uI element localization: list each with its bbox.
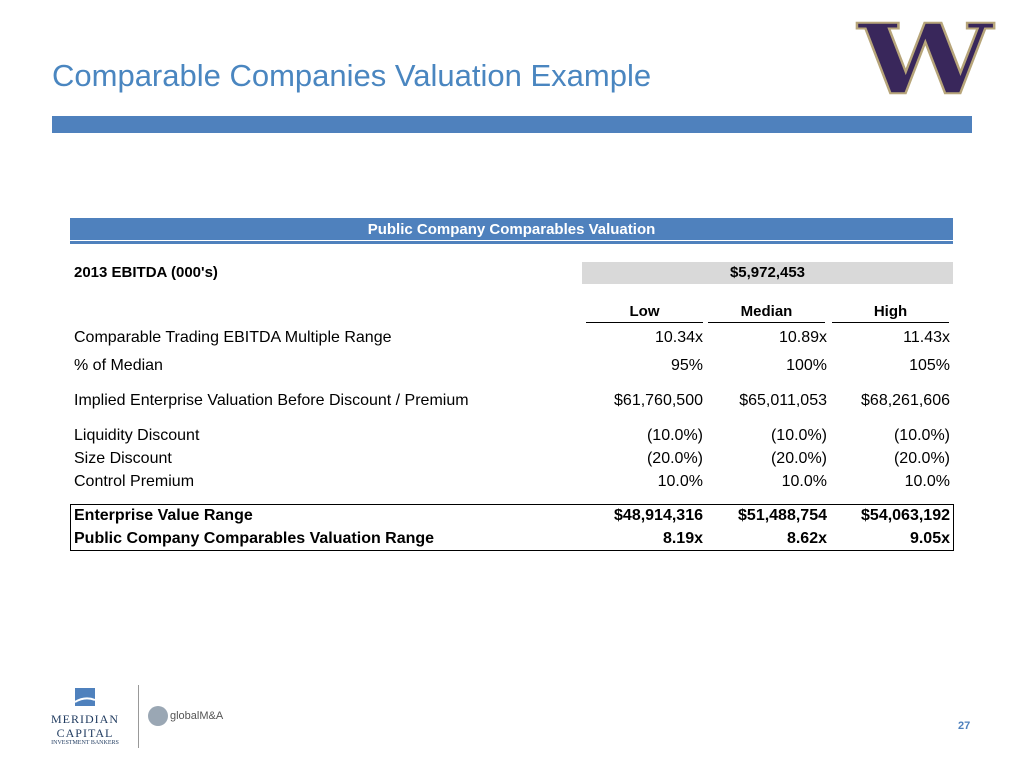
title-bar	[52, 116, 972, 133]
row-value: $65,011,053	[739, 392, 827, 409]
globe-icon	[148, 706, 168, 726]
row-value: (20.0%)	[770, 450, 827, 467]
row-value: 10.89x	[778, 329, 827, 346]
row-value: (10.0%)	[646, 427, 703, 444]
meridian-mark	[50, 688, 120, 706]
column-header: Median	[708, 303, 825, 323]
row-value: (10.0%)	[770, 427, 827, 444]
row-value: (10.0%)	[893, 427, 950, 444]
row-value: 10.0%	[904, 473, 950, 490]
meridian-sub: INVESTMENT BANKERS	[51, 740, 119, 746]
row-value: 100%	[786, 357, 827, 374]
row-value: (20.0%)	[646, 450, 703, 467]
meridian-capital: CAPITAL	[56, 726, 114, 740]
row-label: % of Median	[74, 357, 163, 374]
total-value: $51,488,754	[738, 507, 827, 524]
row-label: Size Discount	[74, 450, 172, 467]
row-value: 10.0%	[781, 473, 827, 490]
row-value: 11.43x	[903, 329, 950, 346]
row-value: $61,760,500	[614, 392, 703, 409]
row-value: (20.0%)	[893, 450, 950, 467]
totals-box	[70, 504, 954, 551]
page-number: 27	[958, 720, 971, 732]
total-value: $48,914,316	[614, 507, 703, 524]
logo: W	[857, 3, 994, 116]
total-value: 9.05x	[909, 530, 950, 547]
total-label: Public Company Comparables Valuation Ran…	[74, 530, 435, 547]
row-value: 95%	[670, 357, 703, 374]
table-title: Public Company Comparables Valuation	[70, 218, 953, 245]
row-label: Liquidity Discount	[74, 427, 200, 444]
total-value: 8.19x	[662, 530, 703, 547]
row-label: Comparable Trading EBITDA Multiple Range	[74, 329, 392, 346]
total-value: 8.62x	[786, 530, 827, 547]
total-label: Enterprise Value Range	[74, 507, 253, 524]
ebitda-value: $5,972,453	[582, 262, 953, 284]
row-value: 10.0%	[657, 473, 703, 490]
meridian-icon	[74, 688, 96, 706]
ebitda-label: 2013 EBITDA (000's)	[74, 264, 218, 281]
meridian-name: MERIDIAN	[51, 712, 119, 726]
total-value: $54,063,192	[861, 507, 950, 524]
column-header: High	[832, 303, 949, 323]
column-header: Low	[586, 303, 703, 323]
slide-title: Comparable Companies Valuation Example	[52, 58, 652, 93]
row-value: 10.34x	[654, 329, 703, 346]
row-label: Control Premium	[74, 473, 195, 490]
footer-divider	[138, 685, 139, 748]
row-label: Implied Enterprise Valuation Before Disc…	[74, 392, 469, 409]
row-value: $68,261,606	[861, 392, 950, 409]
row-value: 105%	[909, 357, 950, 374]
global-ma: globalM&A	[170, 710, 224, 722]
